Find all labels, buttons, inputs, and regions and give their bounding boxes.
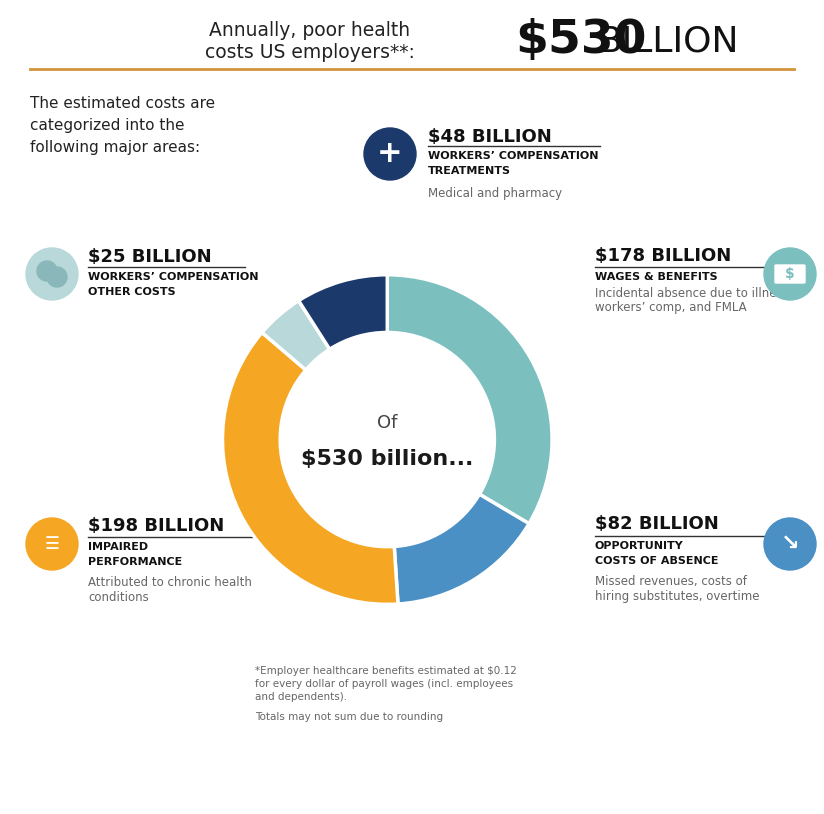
Text: for every dollar of payroll wages (incl. employees: for every dollar of payroll wages (incl.… [255, 679, 513, 689]
Text: $178 BILLION: $178 BILLION [595, 247, 731, 265]
Text: The estimated costs are
categorized into the
following major areas:: The estimated costs are categorized into… [30, 96, 215, 155]
Wedge shape [298, 275, 387, 349]
Text: Annually, poor health: Annually, poor health [209, 21, 410, 41]
Wedge shape [222, 332, 398, 604]
Text: and dependents).: and dependents). [255, 692, 347, 702]
Text: OTHER COSTS: OTHER COSTS [88, 287, 176, 297]
Text: ↘: ↘ [780, 534, 799, 554]
Text: Medical and pharmacy: Medical and pharmacy [428, 187, 562, 200]
Text: WORKERS’ COMPENSATION: WORKERS’ COMPENSATION [88, 272, 259, 282]
Text: $198 BILLION: $198 BILLION [88, 517, 224, 535]
Text: Incidental absence due to illness,: Incidental absence due to illness, [595, 287, 793, 300]
Text: *Employer healthcare benefits estimated at $0.12: *Employer healthcare benefits estimated … [255, 666, 517, 676]
Text: workers’ comp, and FMLA: workers’ comp, and FMLA [595, 301, 747, 314]
Text: BILLION: BILLION [598, 24, 739, 58]
FancyBboxPatch shape [775, 265, 805, 283]
Text: $530: $530 [515, 19, 647, 63]
Text: WAGES & BENEFITS: WAGES & BENEFITS [595, 272, 718, 282]
Text: hiring substitutes, overtime: hiring substitutes, overtime [595, 590, 760, 603]
Text: $530 billion...: $530 billion... [301, 449, 474, 470]
Text: Missed revenues, costs of: Missed revenues, costs of [595, 575, 747, 588]
Text: $82 BILLION: $82 BILLION [595, 515, 719, 533]
Circle shape [764, 518, 816, 570]
Text: Totals may not sum due to rounding: Totals may not sum due to rounding [255, 712, 443, 722]
Circle shape [26, 248, 78, 300]
Text: PERFORMANCE: PERFORMANCE [88, 557, 182, 567]
Circle shape [37, 261, 57, 281]
Wedge shape [394, 494, 529, 604]
Text: ☰: ☰ [44, 535, 59, 553]
Circle shape [764, 248, 816, 300]
Text: IMPAIRED: IMPAIRED [88, 542, 148, 552]
Text: $48 BILLION: $48 BILLION [428, 128, 552, 146]
Text: COSTS OF ABSENCE: COSTS OF ABSENCE [595, 556, 719, 566]
Text: conditions: conditions [88, 591, 149, 604]
Text: costs US employers**:: costs US employers**: [205, 42, 415, 62]
Text: OPPORTUNITY: OPPORTUNITY [595, 541, 684, 551]
Circle shape [47, 267, 67, 287]
Circle shape [364, 128, 416, 180]
Text: Of: Of [377, 414, 397, 432]
Wedge shape [262, 300, 330, 370]
Text: Attributed to chronic health: Attributed to chronic health [88, 576, 252, 589]
Text: $: $ [785, 267, 795, 281]
Circle shape [26, 518, 78, 570]
Wedge shape [387, 275, 552, 523]
Text: $25 BILLION: $25 BILLION [88, 248, 212, 266]
Text: TREATMENTS: TREATMENTS [428, 166, 511, 176]
Text: WORKERS’ COMPENSATION: WORKERS’ COMPENSATION [428, 151, 598, 161]
Text: +: + [377, 139, 403, 168]
